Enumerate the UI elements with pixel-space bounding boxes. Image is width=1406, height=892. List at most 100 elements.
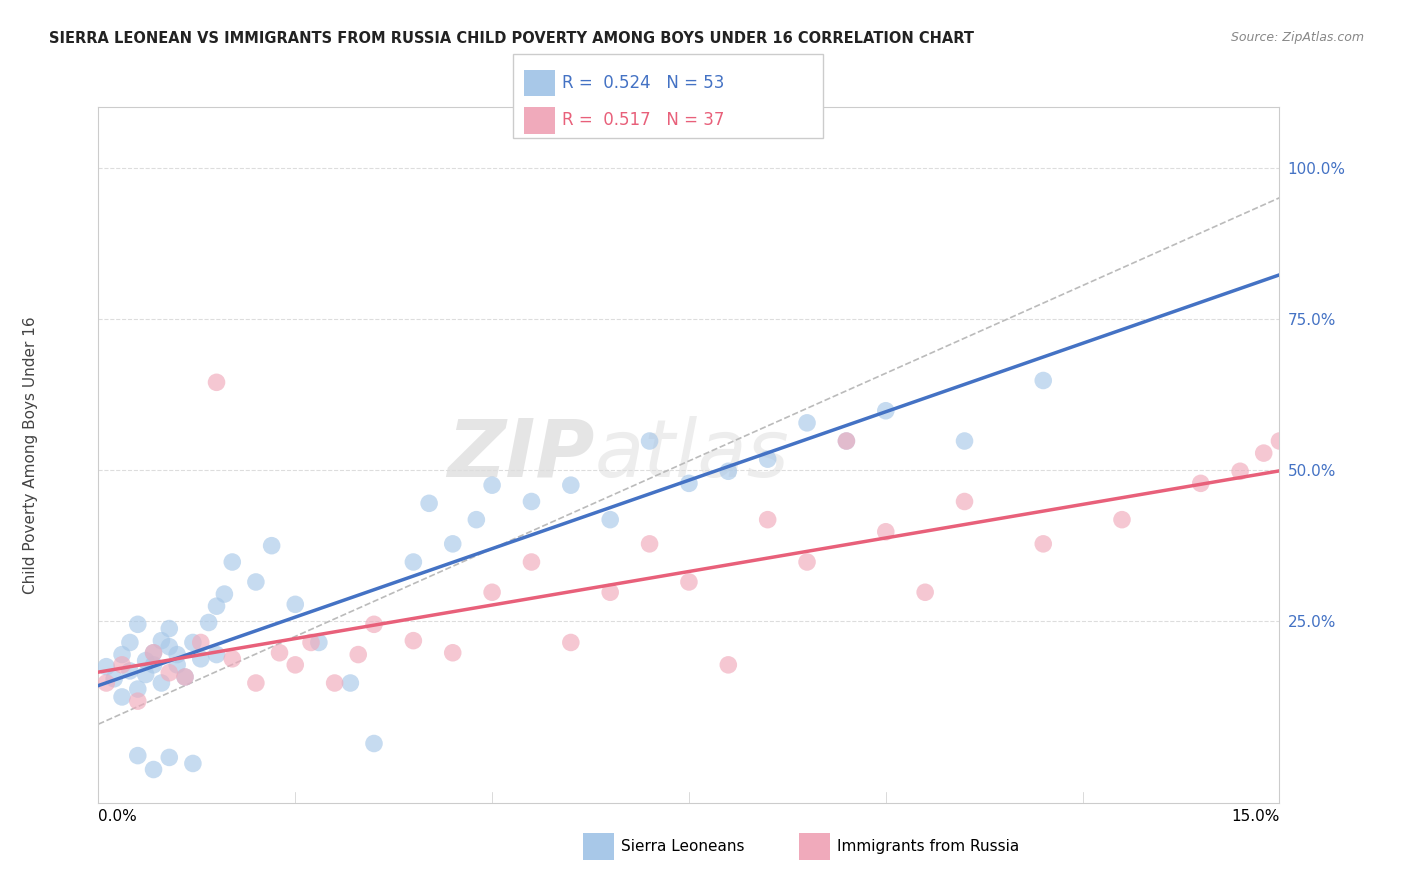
- Point: [245, 676, 267, 690]
- Point: [1253, 446, 1275, 460]
- Point: [150, 633, 173, 648]
- Point: [1032, 537, 1054, 551]
- Point: [157, 665, 180, 680]
- Point: [174, 670, 197, 684]
- Point: [127, 748, 149, 763]
- Point: [205, 599, 228, 614]
- Point: [111, 648, 134, 662]
- Point: [599, 513, 621, 527]
- Point: [221, 652, 243, 666]
- Point: [111, 657, 134, 672]
- Point: [481, 478, 503, 492]
- Point: [205, 376, 228, 390]
- Point: [599, 585, 621, 599]
- Point: [441, 646, 464, 660]
- Point: [308, 635, 330, 649]
- Point: [135, 667, 157, 681]
- Point: [1268, 434, 1291, 448]
- Point: [142, 763, 165, 777]
- Text: Sierra Leoneans: Sierra Leoneans: [621, 839, 745, 854]
- Point: [520, 555, 543, 569]
- Point: [835, 434, 858, 448]
- Point: [835, 434, 858, 448]
- Point: [441, 537, 464, 551]
- Point: [205, 648, 228, 662]
- Point: [1229, 464, 1251, 478]
- Point: [174, 670, 197, 684]
- Point: [717, 657, 740, 672]
- Text: 0.0%: 0.0%: [98, 809, 138, 823]
- Text: SIERRA LEONEAN VS IMMIGRANTS FROM RUSSIA CHILD POVERTY AMONG BOYS UNDER 16 CORRE: SIERRA LEONEAN VS IMMIGRANTS FROM RUSSIA…: [49, 31, 974, 46]
- Text: Child Poverty Among Boys Under 16: Child Poverty Among Boys Under 16: [24, 316, 38, 594]
- Point: [197, 615, 219, 630]
- Point: [96, 676, 118, 690]
- Point: [111, 690, 134, 704]
- Point: [260, 539, 283, 553]
- Point: [157, 622, 180, 636]
- Point: [96, 659, 118, 673]
- Point: [347, 648, 370, 662]
- Point: [678, 574, 700, 589]
- Text: R =  0.524   N = 53: R = 0.524 N = 53: [562, 74, 724, 92]
- Point: [221, 555, 243, 569]
- Point: [796, 416, 818, 430]
- Point: [418, 496, 440, 510]
- Point: [142, 657, 165, 672]
- Point: [402, 633, 425, 648]
- Point: [103, 672, 125, 686]
- Point: [181, 756, 204, 771]
- Point: [560, 635, 582, 649]
- Point: [127, 694, 149, 708]
- Point: [214, 587, 236, 601]
- Text: atlas: atlas: [595, 416, 789, 494]
- Point: [245, 574, 267, 589]
- Point: [953, 434, 976, 448]
- Point: [190, 652, 212, 666]
- Point: [127, 681, 149, 696]
- Text: Immigrants from Russia: Immigrants from Russia: [837, 839, 1019, 854]
- Point: [150, 676, 173, 690]
- Point: [953, 494, 976, 508]
- Point: [717, 464, 740, 478]
- Point: [481, 585, 503, 599]
- Point: [1032, 374, 1054, 388]
- Point: [638, 537, 661, 551]
- Point: [678, 476, 700, 491]
- Point: [520, 494, 543, 508]
- Point: [339, 676, 361, 690]
- Point: [402, 555, 425, 569]
- Point: [299, 635, 322, 649]
- Point: [465, 513, 488, 527]
- Point: [127, 617, 149, 632]
- Text: R =  0.517   N = 37: R = 0.517 N = 37: [562, 112, 724, 129]
- Point: [135, 654, 157, 668]
- Point: [181, 635, 204, 649]
- Point: [157, 750, 180, 764]
- Point: [875, 403, 897, 417]
- Point: [118, 664, 141, 678]
- Point: [1111, 513, 1133, 527]
- Point: [142, 646, 165, 660]
- Point: [323, 676, 346, 690]
- Point: [1189, 476, 1212, 491]
- Point: [796, 555, 818, 569]
- Point: [284, 657, 307, 672]
- Point: [166, 657, 188, 672]
- Point: [166, 648, 188, 662]
- Point: [269, 646, 291, 660]
- Text: Source: ZipAtlas.com: Source: ZipAtlas.com: [1230, 31, 1364, 45]
- Point: [363, 737, 385, 751]
- Text: ZIP: ZIP: [447, 416, 595, 494]
- Point: [363, 617, 385, 632]
- Point: [118, 635, 141, 649]
- Point: [638, 434, 661, 448]
- Point: [142, 646, 165, 660]
- Point: [560, 478, 582, 492]
- Point: [914, 585, 936, 599]
- Point: [284, 598, 307, 612]
- Point: [157, 640, 180, 654]
- Point: [875, 524, 897, 539]
- Point: [190, 635, 212, 649]
- Point: [756, 452, 779, 467]
- Point: [756, 513, 779, 527]
